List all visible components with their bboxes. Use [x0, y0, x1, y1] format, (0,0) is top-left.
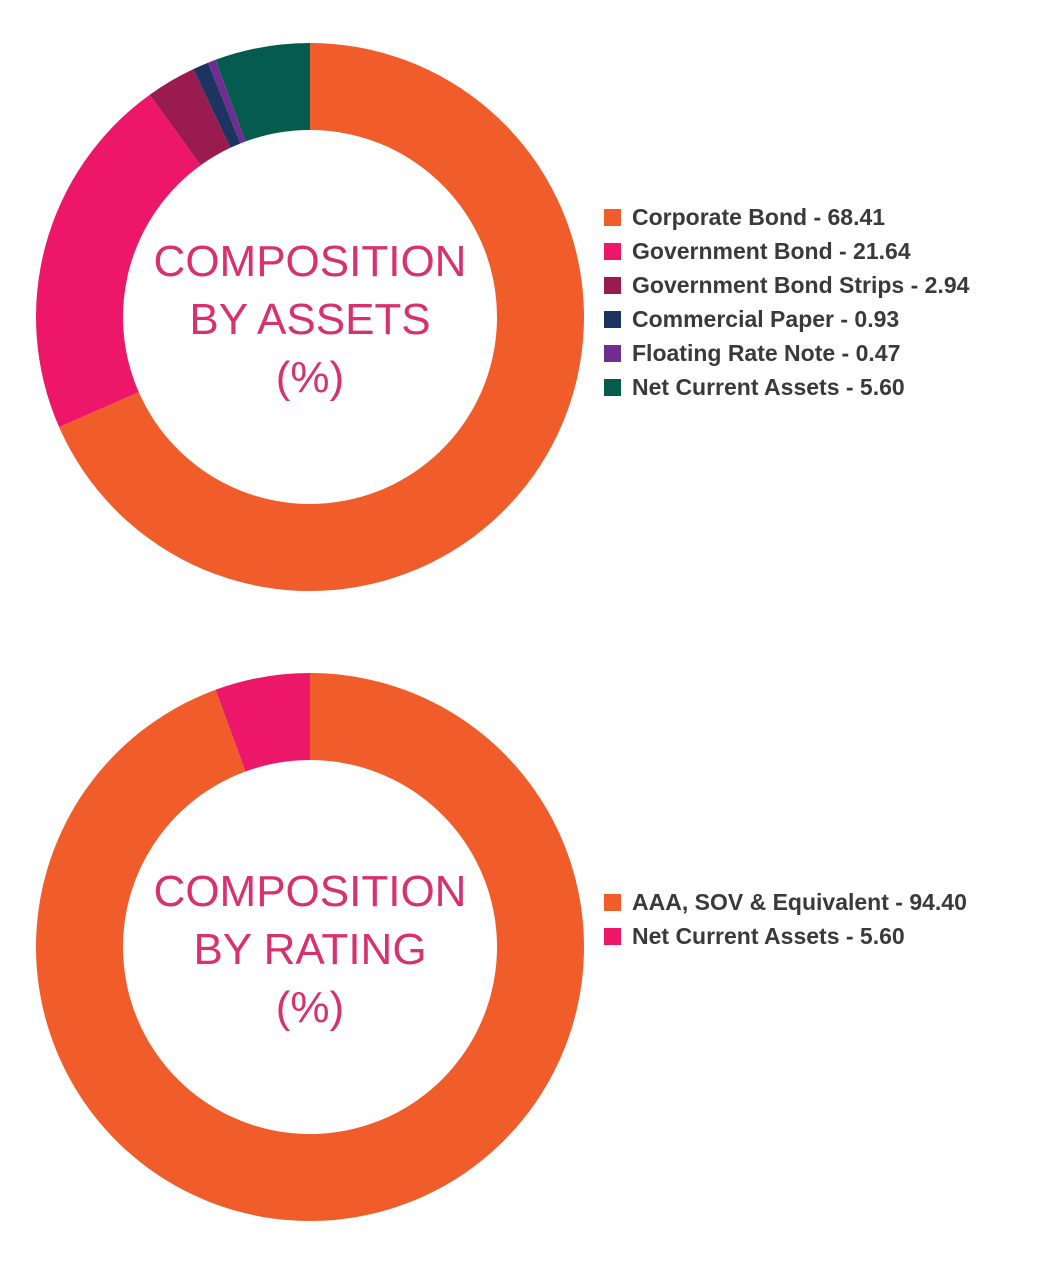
donut-slice-net-current-assets	[215, 43, 310, 142]
legend-item-commercial-paper: Commercial Paper - 0.93	[604, 302, 1034, 336]
legend-label: Corporate Bond - 68.41	[632, 204, 886, 230]
rating-center-title: COMPOSITION BY RATING (%)	[120, 830, 500, 1070]
legend-label: AAA, SOV & Equivalent - 94.40	[632, 889, 967, 915]
donut-slice-corporate-bond	[59, 43, 584, 591]
assets-title-line-2: BY ASSETS	[189, 295, 431, 344]
legend-label: Government Bond Strips - 2.94	[632, 272, 970, 298]
legend-swatch	[604, 311, 621, 328]
legend-label: Government Bond - 21.64	[632, 238, 911, 264]
donut-slice-government-bond-strips	[149, 69, 231, 166]
legend-item-corporate-bond: Corporate Bond - 68.41	[604, 200, 1034, 234]
legend-item-aaa-sov-equivalent: AAA, SOV & Equivalent - 94.40	[604, 885, 972, 919]
donut-slice-government-bond	[36, 94, 201, 428]
legend-item-net-current-assets: Net Current Assets - 5.60	[604, 370, 1034, 404]
donut-slice-floating-rate-note	[208, 59, 246, 144]
rating-donut	[36, 673, 585, 1221]
legend-swatch	[604, 894, 621, 911]
legend-label: Commercial Paper - 0.93	[632, 306, 900, 332]
rating-composition-chart: COMPOSITION BY RATING (%) AAA, SOV & Equ…	[0, 660, 1062, 1240]
legend-item-government-bond: Government Bond - 21.64	[604, 234, 1034, 268]
legend-swatch	[604, 928, 621, 945]
legend-swatch	[604, 243, 621, 260]
legend-swatch	[604, 345, 621, 362]
legend-item-net-current-assets: Net Current Assets - 5.60	[604, 919, 972, 953]
assets-center-title: COMPOSITION BY ASSETS (%)	[120, 200, 500, 440]
assets-legend: Corporate Bond - 68.41 Government Bond -…	[604, 200, 1034, 404]
donut-slice-net-current-assets	[215, 673, 310, 772]
legend-item-floating-rate-note: Floating Rate Note - 0.47	[604, 336, 1034, 370]
rating-title-line-3: (%)	[275, 983, 345, 1032]
legend-swatch	[604, 379, 621, 396]
legend-label: Net Current Assets - 5.60	[632, 923, 905, 949]
legend-swatch	[604, 209, 621, 226]
rating-legend: AAA, SOV & Equivalent - 94.40 Net Curren…	[604, 885, 1034, 953]
legend-label: Floating Rate Note - 0.47	[632, 340, 901, 366]
donut-slice-aaa-sov-equivalent	[36, 673, 585, 1221]
legend-item-government-bond-strips: Government Bond Strips - 2.94	[604, 268, 1034, 302]
assets-title-line-3: (%)	[275, 353, 345, 402]
assets-donut	[36, 43, 584, 591]
legend-label: Net Current Assets - 5.60	[632, 374, 905, 400]
donut-slice-commercial-paper	[193, 62, 241, 148]
rating-title-line-2: BY RATING	[193, 925, 427, 974]
legend-swatch	[604, 277, 621, 294]
assets-composition-chart: COMPOSITION BY ASSETS (%) Corporate Bond…	[0, 30, 1062, 610]
assets-title-line-1: COMPOSITION	[153, 237, 467, 286]
rating-title-line-1: COMPOSITION	[153, 867, 467, 916]
